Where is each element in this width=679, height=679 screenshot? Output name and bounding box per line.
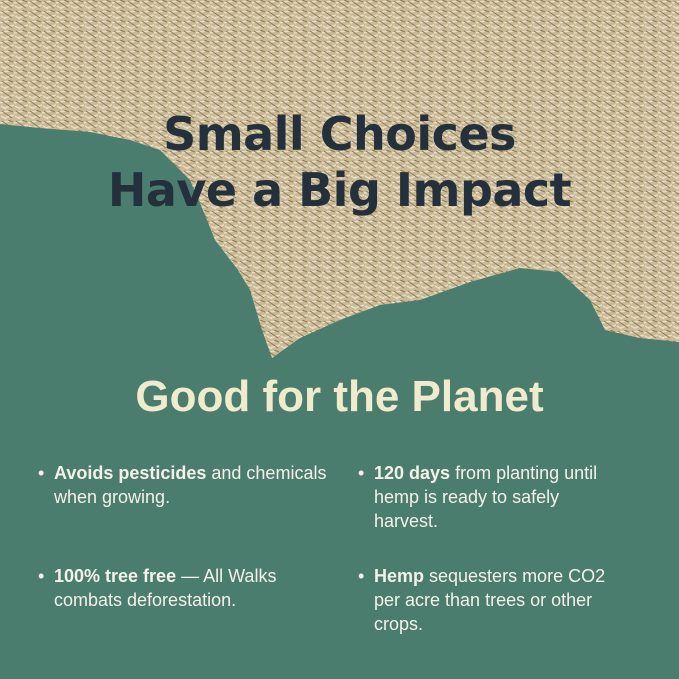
bullet-item: • Hemp sequesters more CO2 per acre than … xyxy=(358,566,606,634)
bullet-item: • 120 days from planting until hemp is re… xyxy=(358,463,598,531)
headline-line-1: Small Choices xyxy=(163,107,516,161)
bullet-item: • 100% tree free — All Walks combats defo… xyxy=(38,566,277,610)
subtitle: Good for the Planet xyxy=(135,372,544,421)
headline-line-2: Have a Big Impact xyxy=(107,163,572,217)
bullet-item: • Avoids pesticides and chemicals when gr… xyxy=(38,463,327,507)
headline: Small Choices Have a Big Impact xyxy=(0,106,679,218)
